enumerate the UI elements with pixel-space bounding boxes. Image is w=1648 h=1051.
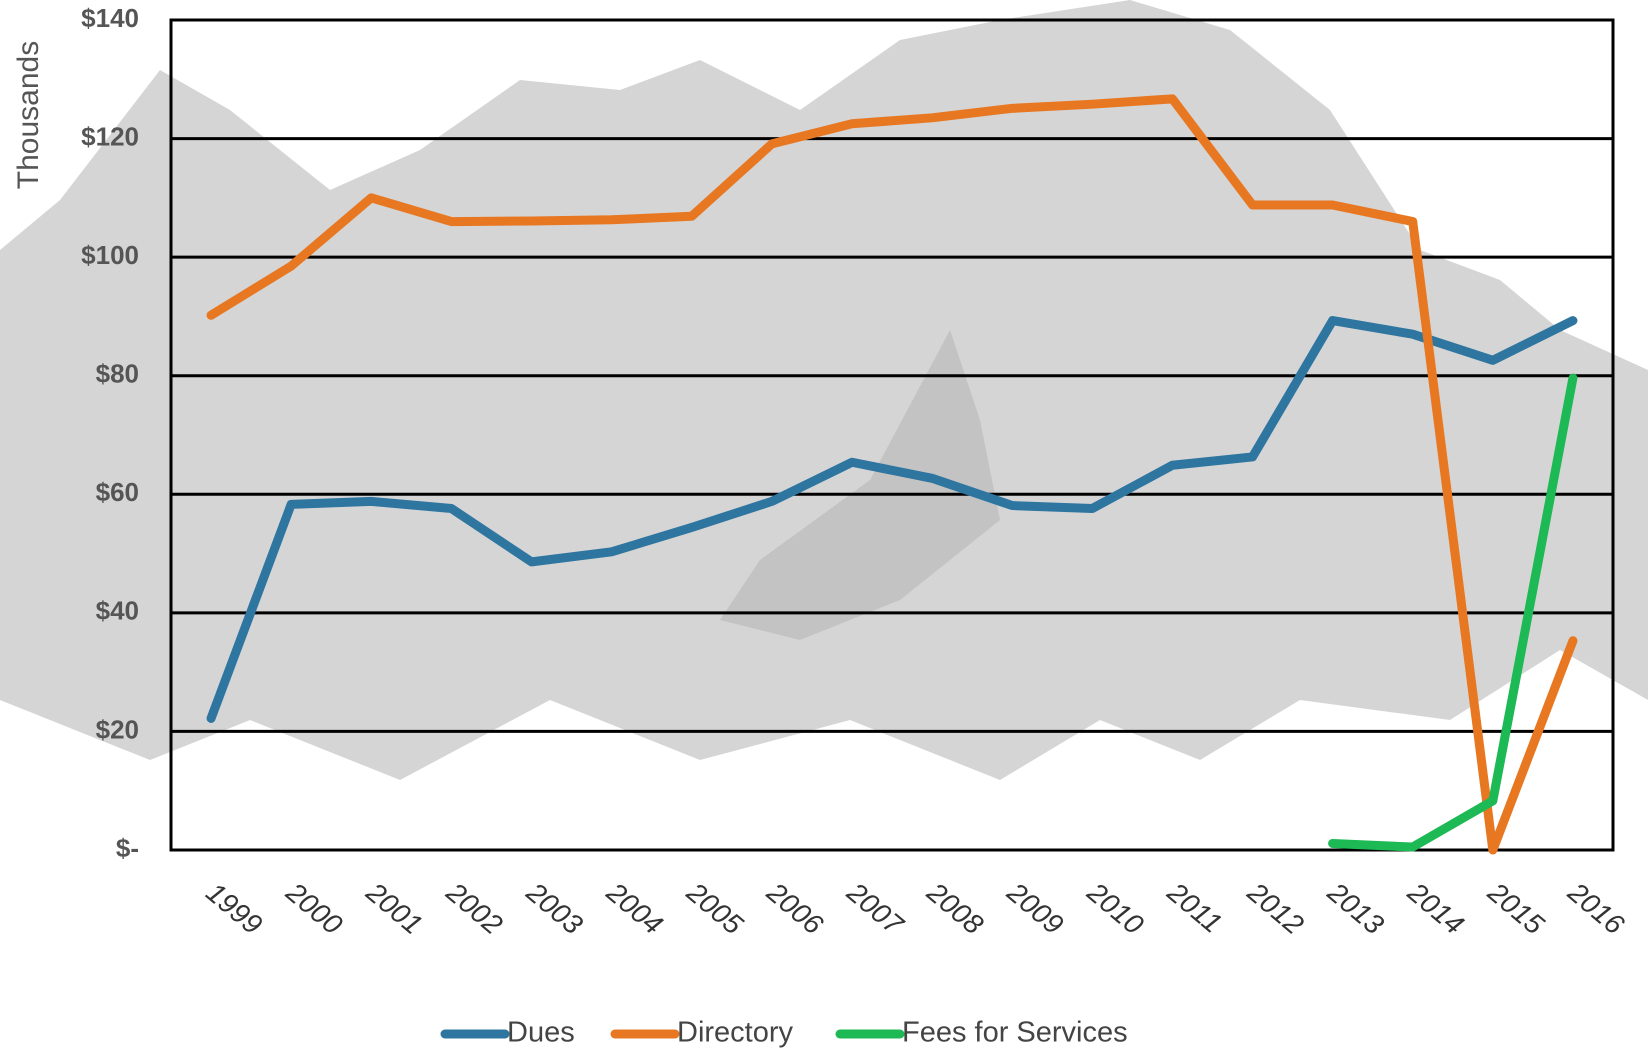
x-tick-label: 2004 bbox=[600, 876, 668, 940]
x-tick-label: 2005 bbox=[680, 876, 749, 941]
series-line bbox=[1328, 373, 1578, 852]
background-mountains bbox=[0, 0, 1648, 780]
x-tick-label: 2000 bbox=[280, 876, 349, 941]
x-tick-label: 1999 bbox=[200, 877, 268, 941]
x-tick-label: 2002 bbox=[440, 876, 509, 941]
y-tick-label: $140 bbox=[81, 3, 139, 33]
y-tick-label: $120 bbox=[81, 121, 139, 151]
y-tick-label: $100 bbox=[81, 240, 139, 270]
x-tick-label: 2007 bbox=[841, 876, 911, 941]
x-tick-label: 2011 bbox=[1161, 876, 1228, 939]
y-tick-label: $40 bbox=[96, 596, 139, 626]
legend-label: Directory bbox=[677, 1017, 794, 1049]
y-tick-label: $80 bbox=[96, 359, 139, 389]
y-tick-label: $20 bbox=[96, 714, 139, 744]
y-tick-label: $- bbox=[116, 833, 139, 863]
x-tick-label: 2015 bbox=[1481, 876, 1550, 941]
legend-label: Dues bbox=[507, 1017, 575, 1049]
x-tick-label: 2008 bbox=[921, 876, 990, 941]
x-tick-label: 2013 bbox=[1321, 876, 1390, 941]
x-tick-label: 2014 bbox=[1401, 876, 1469, 940]
y-axis-title: Thousands bbox=[12, 41, 45, 189]
x-tick-label: 2010 bbox=[1081, 876, 1150, 941]
x-tick-label: 2003 bbox=[520, 876, 589, 941]
x-tick-label: 2006 bbox=[760, 876, 829, 941]
series-line bbox=[206, 94, 1578, 855]
mountain bbox=[0, 0, 1648, 780]
x-tick-label: 2001 bbox=[360, 876, 428, 940]
series-line bbox=[206, 316, 1578, 723]
y-tick-label: $60 bbox=[96, 477, 139, 507]
x-tick-label: 2016 bbox=[1562, 876, 1631, 941]
x-tick-label: 2012 bbox=[1241, 876, 1310, 941]
legend-label: Fees for Services bbox=[902, 1017, 1128, 1049]
mountain-shadow bbox=[720, 330, 1000, 640]
x-tick-label: 2009 bbox=[1001, 876, 1069, 940]
